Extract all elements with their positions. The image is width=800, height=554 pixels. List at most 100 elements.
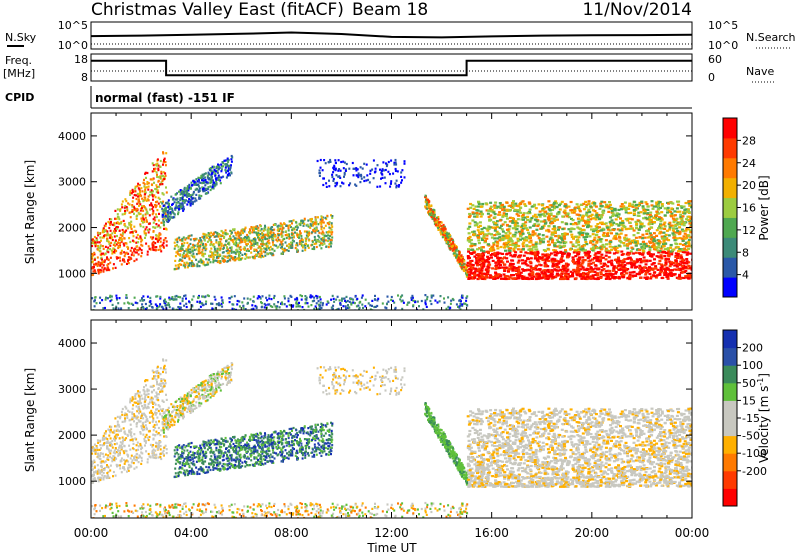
echo-cell (515, 228, 519, 231)
echo-cell (318, 231, 321, 234)
echo-cell (208, 254, 210, 257)
echo-cell (482, 265, 486, 268)
echo-cell (187, 246, 190, 249)
echo-cell (159, 201, 162, 204)
echo-cell (305, 242, 307, 245)
echo-cell (628, 204, 632, 208)
echo-cell (621, 276, 625, 279)
echo-cell (546, 228, 550, 231)
echo-cell (433, 216, 436, 219)
echo-cell (220, 244, 223, 248)
echo-cell (192, 192, 195, 195)
echo-cell (331, 175, 334, 179)
echo-cell (333, 164, 336, 167)
echo-cell (615, 212, 619, 215)
echo-cell (432, 208, 435, 211)
echo-cell (506, 224, 510, 227)
echo-cell (141, 221, 144, 224)
echo-cell (673, 235, 677, 238)
echo-cell (636, 219, 640, 222)
echo-cell (140, 217, 143, 220)
echo-cell (157, 196, 160, 199)
echo-cell (118, 218, 121, 221)
echo-cell (93, 269, 96, 272)
echo-cell (303, 230, 306, 233)
echo-cell (156, 162, 159, 165)
echo-cell (230, 232, 233, 235)
echo-cell (400, 171, 403, 174)
echo-cell (207, 171, 210, 174)
freq-tick-bottom: 8 (81, 71, 88, 84)
echo-cell (230, 255, 233, 258)
echo-cell (676, 203, 680, 206)
echo-cell (340, 160, 343, 164)
echo-cell (683, 209, 687, 212)
echo-cell (649, 275, 653, 278)
echo-cell (560, 237, 564, 240)
echo-cell (489, 249, 493, 252)
echo-cell (447, 240, 450, 244)
echo-cell (162, 245, 165, 248)
echo-cell (645, 203, 649, 206)
echo-cell (427, 211, 429, 214)
echo-cell (245, 243, 248, 246)
echo-cell (332, 166, 335, 169)
echo-cell (543, 272, 547, 275)
echo-cell (617, 275, 621, 279)
echo-cell (246, 239, 249, 242)
echo-cell (165, 228, 168, 231)
echo-cell (473, 273, 477, 276)
echo-cell (434, 217, 436, 221)
echo-cell (435, 221, 438, 224)
echo-cell (200, 259, 203, 262)
echo-cell (514, 220, 518, 223)
echo-cell (580, 262, 584, 265)
echo-cell (228, 164, 231, 167)
echo-cell (548, 243, 551, 246)
echo-cell (579, 227, 582, 230)
echo-cell (158, 233, 161, 236)
echo-cell (185, 261, 188, 264)
echo-cell (612, 265, 616, 268)
echo-cell (523, 227, 527, 230)
echo-cell (522, 269, 526, 272)
echo-cell (234, 242, 236, 245)
echo-cell (196, 263, 199, 266)
echo-cell (123, 258, 125, 261)
echo-cell (620, 208, 623, 211)
echo-cell (181, 202, 184, 205)
echo-cell (514, 231, 518, 234)
echo-cell (617, 233, 621, 236)
echo-cell (91, 244, 94, 248)
echo-cell (157, 169, 160, 172)
echo-cell (356, 168, 359, 171)
echo-cell (189, 248, 192, 251)
echo-cell (581, 249, 585, 252)
echo-cell (98, 232, 101, 235)
echo-cell (371, 168, 374, 171)
echo-cell (330, 223, 333, 226)
echo-cell (687, 241, 691, 244)
echo-cell (201, 251, 204, 254)
echo-cell (93, 258, 96, 261)
freq-series-line (91, 59, 692, 77)
echo-cell (122, 230, 125, 233)
echo-cell (684, 201, 688, 205)
echo-cell (159, 237, 162, 240)
echo-cell (569, 222, 573, 226)
echo-cell (555, 205, 559, 208)
echo-cell (622, 265, 626, 269)
echo-cell (156, 240, 159, 243)
echo-cell (589, 241, 592, 244)
echo-cell (563, 209, 567, 212)
echo-cell (266, 230, 269, 233)
echo-cell (449, 244, 452, 247)
echo-cell (115, 217, 118, 220)
echo-cell (577, 205, 581, 208)
echo-cell (92, 242, 95, 245)
echo-cell (650, 236, 654, 239)
echo-cell (140, 219, 143, 222)
echo-cell (481, 258, 485, 261)
echo-cell (300, 242, 303, 245)
echo-cell (314, 231, 317, 234)
